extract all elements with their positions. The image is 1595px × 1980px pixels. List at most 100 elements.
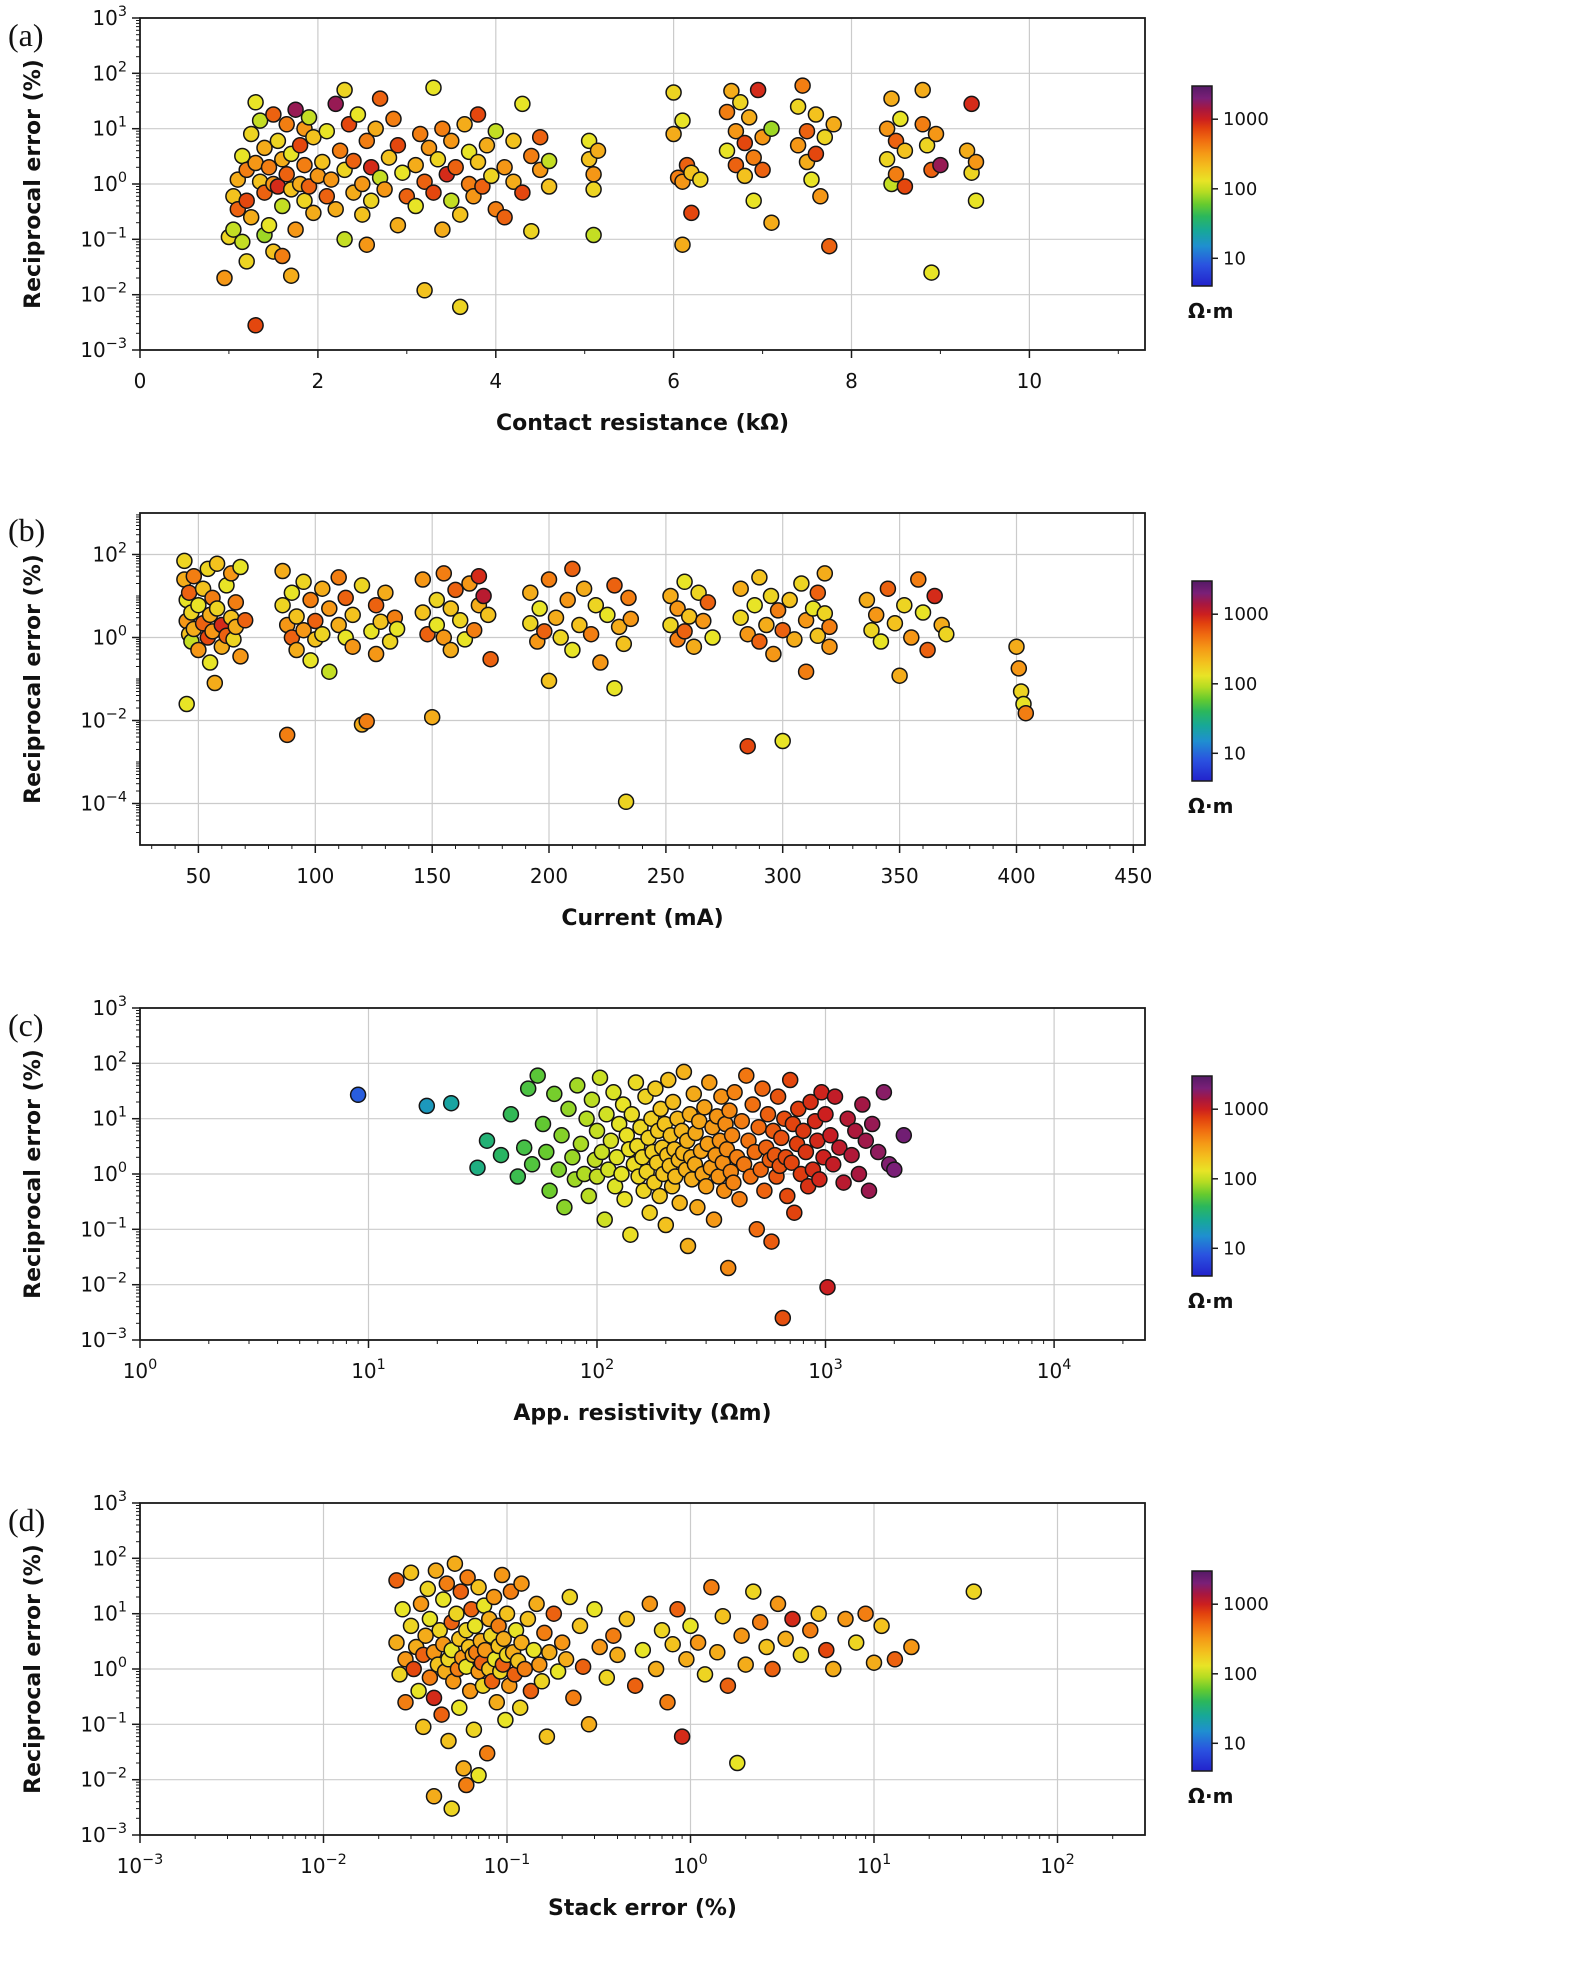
minor-ticks [136,1505,1114,1839]
grid [140,513,1145,845]
svg-text:101: 101 [92,115,127,141]
svg-text:10−4: 10−4 [80,790,127,816]
minor-ticks [136,20,1119,354]
colorbar-ticks: 10 100 1000 [1212,109,1269,269]
svg-text:103: 103 [92,994,127,1020]
panel-c: 100 101 102 103 104 10−3 10−2 10−1 100 101 102 103 A… [0,990,1595,1485]
svg-text:102: 102 [92,541,127,567]
panel-b: 50 100 150 200 250 300 350 400 450 10−4 10−2 100 102… [0,495,1595,990]
panel-a: 0 2 4 6 8 10 10−3 10−2 10−1 100 101 102 103 Contact r… [0,0,1595,495]
chart-c: 100 101 102 103 104 10−3 10−2 10−1 100 101 102 103 A… [8,994,1269,1426]
svg-text:10−3: 10−3 [80,336,127,362]
svg-text:102: 102 [580,1357,615,1383]
svg-text:2: 2 [312,369,325,393]
x-axis-label: Current (mA) [561,906,723,931]
colorbar-ticks: 10 100 1000 [1212,1594,1269,1754]
tick-labels: 100 101 102 103 104 10−3 10−2 10−1 100 101 102 103 [80,994,1071,1383]
colorbar [1191,85,1213,287]
svg-text:10−1: 10−1 [484,1852,531,1878]
svg-text:10−2: 10−2 [300,1852,347,1878]
svg-text:100: 100 [92,624,127,650]
major-ticks [132,17,1031,358]
panel-label: (c) [8,1007,44,1043]
svg-text:0: 0 [134,369,147,393]
tick-labels: 0 2 4 6 8 10 10−3 10−2 10−1 100 101 102 103 [80,4,1042,393]
colorbar-unit-label: Ω·m [1188,794,1233,818]
colorbar-unit-label: Ω·m [1188,1784,1233,1808]
svg-text:100: 100 [92,1160,127,1186]
panel-label: (d) [8,1502,45,1538]
svg-text:102: 102 [92,1544,127,1570]
tick-labels: 50 100 150 200 250 300 350 400 450 10−4 10−2 100 102 [80,541,1152,889]
svg-text:101: 101 [92,1600,127,1626]
svg-text:400: 400 [997,864,1035,888]
y-axis-label: Reciprocal error (%) [21,59,46,309]
svg-text:1000: 1000 [1223,1099,1269,1120]
x-axis-label: Stack error (%) [548,1896,737,1921]
chart-d: 10−3 10−2 10−1 100 101 102 10−3 10−2 10−1 100 101 1… [8,1489,1269,1921]
svg-text:10−2: 10−2 [80,707,127,733]
panel-label: (b) [8,512,45,548]
svg-text:100: 100 [1223,179,1257,200]
colorbar [1191,1570,1213,1772]
svg-text:10: 10 [1223,248,1246,269]
svg-text:100: 100 [123,1357,158,1383]
y-axis-label: Reciprocal error (%) [21,554,46,804]
plot-frame [139,512,1146,846]
svg-text:100: 100 [1223,1169,1257,1190]
grid [139,1502,1145,1836]
chart-a: 0 2 4 6 8 10 10−3 10−2 10−1 100 101 102 103 Contact r… [8,4,1269,436]
chart-b: 50 100 150 200 250 300 350 400 450 10−4 10−2 100 102… [8,512,1269,931]
svg-text:104: 104 [1037,1357,1072,1383]
svg-text:50: 50 [186,864,211,888]
colorbar-unit-label: Ω·m [1188,299,1233,323]
major-ticks [132,1502,1059,1843]
svg-text:101: 101 [92,1105,127,1131]
svg-text:10−2: 10−2 [80,1766,127,1792]
svg-text:10−2: 10−2 [80,1271,127,1297]
svg-text:10−3: 10−3 [80,1326,127,1352]
svg-text:103: 103 [92,4,127,30]
colorbar-unit-label: Ω·m [1188,1289,1233,1313]
svg-text:10−1: 10−1 [80,1215,127,1241]
svg-text:101: 101 [857,1852,892,1878]
svg-text:250: 250 [647,864,685,888]
svg-text:200: 200 [530,864,568,888]
svg-text:102: 102 [92,1049,127,1075]
svg-text:103: 103 [808,1357,843,1383]
svg-text:10: 10 [1223,743,1246,764]
svg-text:4: 4 [489,369,502,393]
tick-labels: 10−3 10−2 10−1 100 101 102 10−3 10−2 10−1 100 101 1… [80,1489,1074,1878]
svg-text:100: 100 [92,1655,127,1681]
colorbar-ticks: 10 100 1000 [1212,1099,1269,1259]
x-axis-label: App. resistivity (Ωm) [513,1401,771,1426]
scatter-points [349,1063,913,1327]
svg-text:10−2: 10−2 [80,281,127,307]
svg-text:10−1: 10−1 [80,1710,127,1736]
scatter-points [216,77,985,334]
svg-text:300: 300 [764,864,802,888]
svg-text:102: 102 [92,59,127,85]
colorbar [1191,1075,1213,1277]
svg-text:450: 450 [1114,864,1152,888]
svg-text:1000: 1000 [1223,109,1269,130]
svg-text:6: 6 [667,369,680,393]
scatter-points [388,1555,983,1817]
svg-text:1000: 1000 [1223,1594,1269,1615]
colorbar-ticks: 10 100 1000 [1212,604,1269,764]
svg-text:1000: 1000 [1223,604,1269,625]
panel-label: (a) [8,17,44,53]
scatter-points [176,552,1035,811]
panel-d: 10−3 10−2 10−1 100 101 102 10−3 10−2 10−1 100 101 1… [0,1485,1595,1980]
svg-text:10−3: 10−3 [80,1821,127,1847]
svg-text:10−1: 10−1 [80,225,127,251]
svg-text:150: 150 [413,864,451,888]
svg-text:100: 100 [673,1852,708,1878]
major-ticks [132,1007,1055,1348]
y-axis-label: Reciprocal error (%) [21,1049,46,1299]
svg-text:10: 10 [1017,369,1042,393]
svg-text:100: 100 [1223,1664,1257,1685]
svg-text:101: 101 [351,1357,386,1383]
